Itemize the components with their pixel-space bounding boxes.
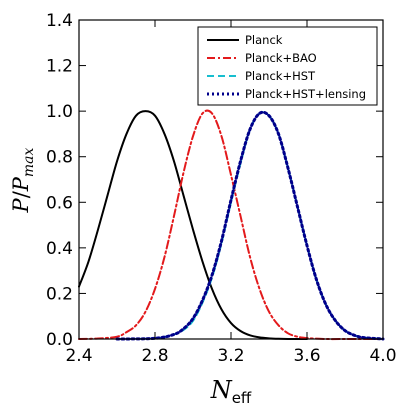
x-tick-label: 3.2	[217, 346, 244, 366]
tick-labels: 2.4 2.8 3.2 3.6 4.0 0.0 0.2 0.4 0.6 0.8 1.0 1.2 1.4	[46, 11, 397, 366]
x-tick-label: 2.8	[141, 346, 168, 366]
y-axis-label: P/Pmax	[9, 147, 37, 213]
x-tick-label: 3.6	[293, 346, 320, 366]
legend-label: Planck+HST+lensing	[245, 87, 366, 101]
y-tick-label: 0.6	[46, 193, 73, 213]
y-tick-label: 0.4	[46, 239, 73, 259]
legend-label: Planck+HST	[245, 69, 316, 83]
y-tick-label: 1.4	[46, 11, 73, 31]
series-line-planck	[78, 110, 308, 341]
x-tick-label: 4.0	[369, 346, 396, 366]
legend-label: Planck+BAO	[245, 51, 317, 65]
y-tick-label: 1.2	[46, 57, 73, 77]
y-tick-label: 0.0	[46, 330, 73, 350]
y-tick-label: 1.0	[46, 102, 73, 122]
series-line-planck-hst-lensing	[115, 110, 385, 341]
y-tick-label: 0.2	[46, 284, 73, 304]
x-tick-label: 2.4	[65, 346, 92, 366]
x-axis-label: Neff	[210, 376, 252, 407]
plot-lines	[78, 109, 385, 341]
legend: Planck Planck+BAO Planck+HST Planck+HST+len…	[197, 26, 378, 106]
legend-label: Planck	[245, 33, 283, 47]
y-tick-label: 0.8	[46, 148, 73, 168]
series-line-planck-bao	[78, 109, 384, 341]
legend-items: Planck Planck+BAO Planck+HST Planck+HST+len…	[207, 33, 366, 101]
axis-ticks	[78, 19, 384, 340]
